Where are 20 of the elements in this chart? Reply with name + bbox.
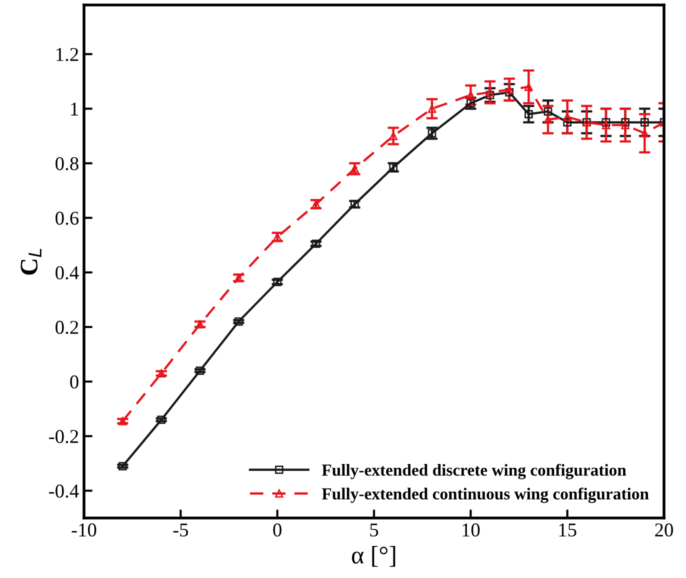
- y-tick-label: -0.4: [49, 484, 79, 498]
- y-tick-label: 0.4: [56, 266, 79, 280]
- y-tick-label: 1: [71, 102, 78, 116]
- legend-label: Fully-extended discrete wing configuration: [322, 464, 626, 480]
- y-tick-label: 0.8: [56, 157, 78, 170]
- x-tick-label: 10: [462, 523, 480, 537]
- y-tick-label: 1.2: [56, 48, 78, 62]
- x-axis-title: α [°]: [352, 546, 396, 567]
- y-tick-label: 0: [70, 375, 78, 388]
- y-tick-label: 0.2: [56, 320, 78, 334]
- x-tick-label: -10: [72, 523, 96, 537]
- legend-label: Fully-extended continuous wing configuration: [322, 488, 649, 503]
- y-tick-label: -0.2: [49, 430, 78, 444]
- x-tick-label: 5: [370, 524, 378, 537]
- x-tick-label: 20: [655, 523, 673, 537]
- x-tick-label: -5: [173, 524, 188, 537]
- x-tick-label: 0: [273, 523, 282, 537]
- y-tick-label: 0.6: [56, 212, 79, 225]
- x-tick-label: 15: [559, 524, 576, 537]
- y-axis-title: C$_{L}$: [20, 248, 42, 275]
